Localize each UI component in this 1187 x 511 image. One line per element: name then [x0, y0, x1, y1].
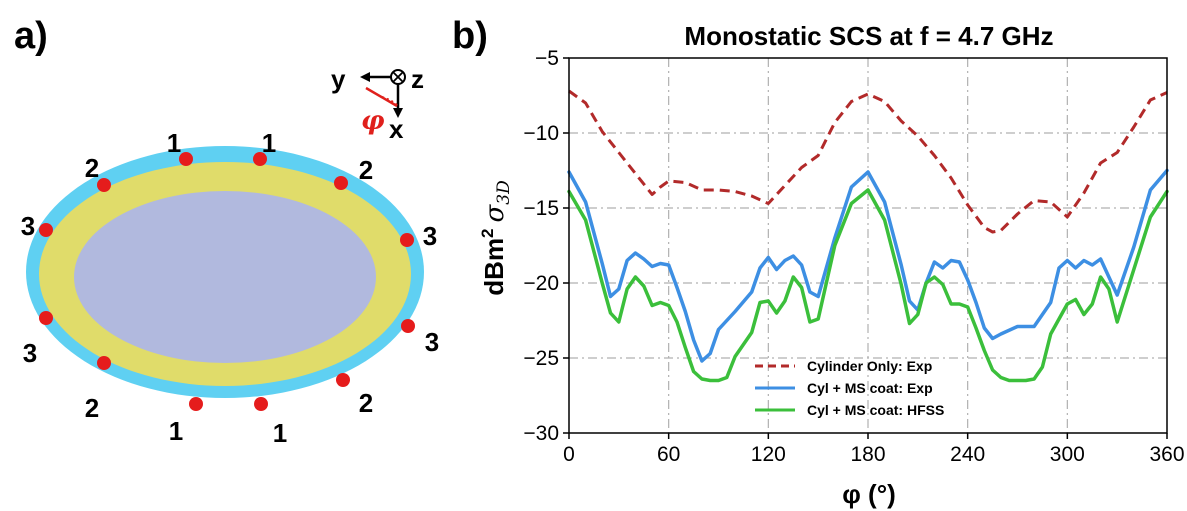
x-tick-label: 300	[1050, 443, 1085, 466]
port-label: 3	[425, 327, 439, 357]
port-marker	[254, 397, 268, 411]
port-marker	[401, 319, 415, 333]
legend-label: Cyl + MS coat: HFSS	[807, 402, 944, 418]
grid-lines	[569, 58, 1167, 433]
x-tick-label: 180	[850, 443, 885, 466]
series-line-2	[567, 188, 1169, 383]
y-tick-label: −5	[535, 47, 559, 70]
port-marker	[400, 233, 414, 247]
y-arrowhead-icon	[360, 72, 370, 82]
port-label: 2	[85, 393, 99, 423]
port-marker	[253, 152, 267, 166]
panel-a-label: a)	[14, 15, 48, 57]
x-tick-label: 120	[751, 443, 786, 466]
phi-symbol: φ	[361, 106, 385, 136]
port-labels: 1 1 2 2 3 3 3 3 2 2 1 1	[21, 128, 439, 448]
y-tick-label: −25	[523, 347, 559, 370]
port-label: 1	[273, 418, 287, 448]
chart-title: Monostatic SCS at f = 4.7 GHz	[684, 21, 1053, 51]
y-tick-label: −15	[523, 197, 559, 220]
x-tick-label: 360	[1149, 443, 1184, 466]
port-label: 3	[23, 338, 37, 368]
port-label: 1	[167, 128, 181, 158]
tick-labels: 0 60 120 180 240 300 360 −5 −10 −15 −20 −25 −30	[523, 47, 1184, 466]
port-markers	[39, 152, 415, 411]
phi-direction-line	[365, 86, 398, 108]
port-marker	[179, 152, 193, 166]
x-tick-label: 240	[950, 443, 985, 466]
y-tick-label: −10	[523, 122, 559, 145]
port-marker	[97, 178, 111, 192]
y-axis-subscript: 3D	[494, 180, 514, 205]
y-tick-label: −20	[523, 272, 559, 295]
port-label: 3	[21, 211, 35, 241]
port-marker	[189, 397, 203, 411]
axis-ticks	[563, 57, 1168, 439]
port-label: 2	[359, 155, 373, 185]
port-label: 1	[262, 128, 276, 158]
port-marker	[336, 373, 350, 387]
panel-b-chart: b) Monostatic SCS at f = 4.7 GHz 0 60 120 1…	[452, 15, 1185, 509]
y-axis-unit: dBm	[479, 238, 509, 296]
x-axis-label: x	[389, 114, 404, 144]
phi-angle-arc	[381, 96, 399, 107]
panel-b-label: b)	[452, 15, 488, 57]
z-axis-label: z	[411, 64, 424, 94]
port-label: 2	[359, 388, 373, 418]
series-line-0	[568, 89, 1168, 234]
y-axis-title: dBm2 σ3D	[478, 180, 514, 296]
svg-text:dBm2σ3D: dBm2 σ3D	[478, 180, 514, 296]
port-label: 1	[169, 416, 183, 446]
port-marker	[334, 176, 348, 190]
x-axis-title: φ (°)	[842, 479, 896, 509]
series-line-1	[567, 168, 1169, 363]
x-tick-label: 0	[563, 443, 575, 466]
series-lines	[567, 89, 1169, 383]
x-tick-label: 60	[657, 443, 680, 466]
y-axis-unit-exponent: 2	[478, 228, 497, 237]
legend-label: Cylinder Only: Exp	[807, 358, 932, 374]
legend-label: Cyl + MS coat: Exp	[807, 380, 933, 396]
legend: Cylinder Only: Exp Cyl + MS coat: Exp Cyl …	[755, 358, 944, 418]
x-arrowhead-icon	[393, 108, 403, 118]
cylinder-core	[74, 191, 376, 363]
port-label: 3	[423, 221, 437, 251]
port-label: 2	[85, 153, 99, 183]
y-tick-label: −30	[523, 422, 559, 445]
y-axis-symbol: σ	[480, 203, 510, 222]
panel-a-diagram: a) 1 1 2 2 3 3 3 3 2 2 1 1 y z x φ	[14, 15, 439, 448]
coordinate-axes-icon: y z x φ	[331, 64, 424, 144]
port-marker	[39, 223, 53, 237]
port-marker	[97, 356, 111, 370]
y-axis-label: y	[331, 64, 346, 94]
port-marker	[39, 311, 53, 325]
